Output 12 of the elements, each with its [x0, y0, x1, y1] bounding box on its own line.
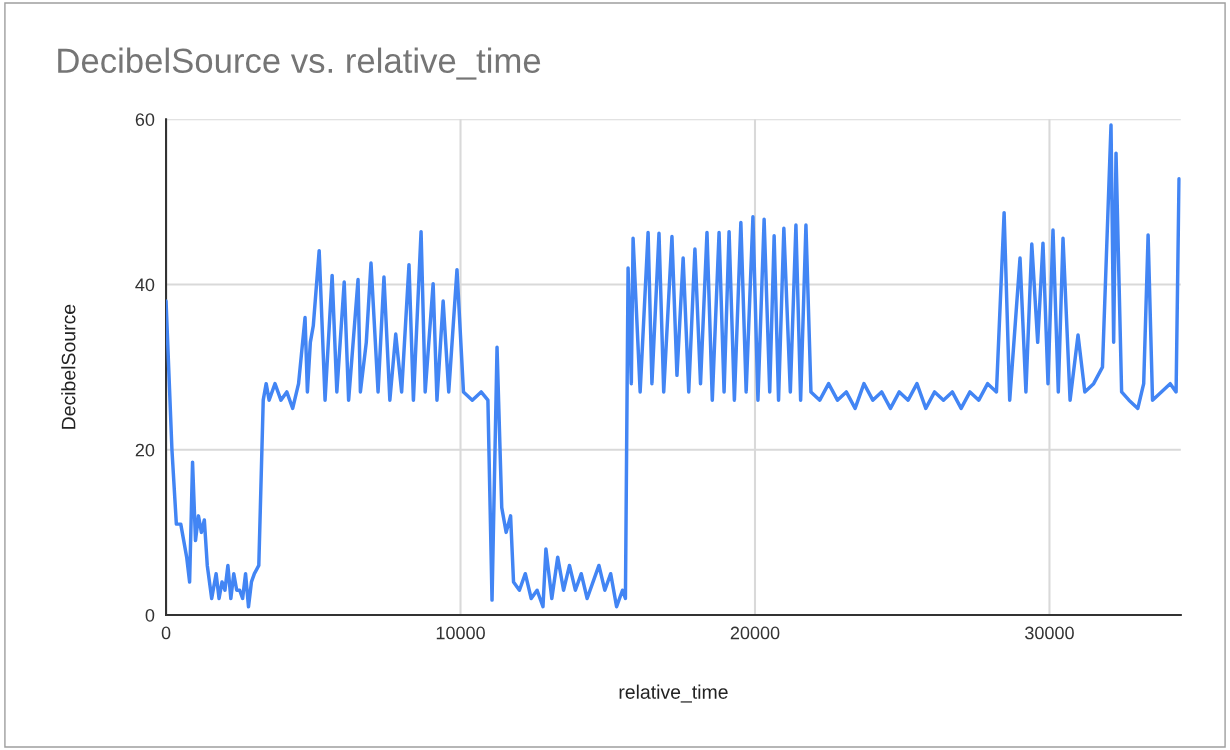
- x-axis-title: relative_time: [619, 684, 728, 703]
- x-tick-label: 0: [161, 626, 171, 640]
- y-axis-title: DecibelSource: [61, 304, 76, 429]
- x-tick-label: 30000: [1025, 626, 1074, 640]
- y-tick-label: 20: [135, 443, 155, 457]
- y-tick-label: 40: [135, 278, 155, 292]
- chart-title: DecibelSource vs. relative_time: [58, 47, 541, 80]
- y-tick-label: 60: [135, 113, 155, 126]
- line-series: [166, 123, 1181, 609]
- x-tick-label: 10000: [436, 626, 485, 640]
- y-tick-label: 0: [145, 608, 155, 622]
- x-tick-label: 20000: [730, 626, 780, 640]
